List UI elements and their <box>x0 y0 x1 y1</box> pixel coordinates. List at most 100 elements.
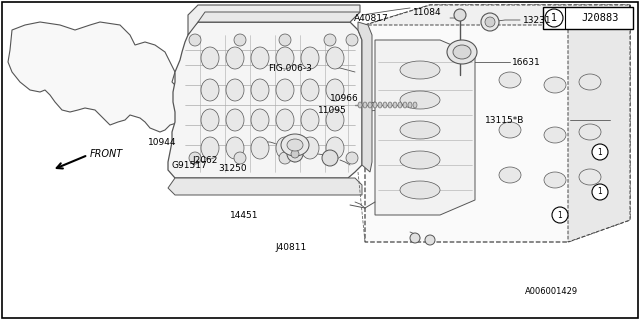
Ellipse shape <box>201 137 219 159</box>
Ellipse shape <box>281 134 309 156</box>
Ellipse shape <box>393 102 397 108</box>
Text: 10944: 10944 <box>148 138 177 147</box>
Ellipse shape <box>251 109 269 131</box>
Ellipse shape <box>358 102 362 108</box>
Bar <box>543 7 633 29</box>
Text: A006001429: A006001429 <box>525 287 578 297</box>
Text: 31250: 31250 <box>218 164 246 172</box>
Ellipse shape <box>301 47 319 69</box>
Circle shape <box>485 17 495 27</box>
Circle shape <box>234 152 246 164</box>
Ellipse shape <box>276 79 294 101</box>
Ellipse shape <box>383 102 387 108</box>
Ellipse shape <box>326 47 344 69</box>
Polygon shape <box>8 22 190 132</box>
Ellipse shape <box>499 167 521 183</box>
Ellipse shape <box>287 139 303 151</box>
Ellipse shape <box>276 47 294 69</box>
Ellipse shape <box>251 79 269 101</box>
Polygon shape <box>198 12 360 22</box>
Ellipse shape <box>226 109 244 131</box>
Ellipse shape <box>453 45 471 59</box>
Ellipse shape <box>400 151 440 169</box>
Text: FIG.006-3: FIG.006-3 <box>268 63 312 73</box>
Ellipse shape <box>201 109 219 131</box>
Circle shape <box>481 13 499 31</box>
Text: 16631: 16631 <box>512 58 541 67</box>
Text: J2062: J2062 <box>192 156 218 164</box>
Text: A40817: A40817 <box>354 13 388 22</box>
Ellipse shape <box>579 124 601 140</box>
Ellipse shape <box>201 79 219 101</box>
Ellipse shape <box>326 79 344 101</box>
Ellipse shape <box>499 72 521 88</box>
Ellipse shape <box>251 137 269 159</box>
Text: G91517: G91517 <box>171 161 207 170</box>
Ellipse shape <box>398 102 402 108</box>
Ellipse shape <box>403 102 407 108</box>
Ellipse shape <box>226 137 244 159</box>
Ellipse shape <box>301 137 319 159</box>
Ellipse shape <box>499 122 521 138</box>
Ellipse shape <box>579 74 601 90</box>
Polygon shape <box>168 178 362 195</box>
Ellipse shape <box>544 77 566 93</box>
Ellipse shape <box>544 127 566 143</box>
Text: J40811: J40811 <box>275 244 307 252</box>
Ellipse shape <box>413 102 417 108</box>
Polygon shape <box>375 40 475 215</box>
Circle shape <box>279 152 291 164</box>
Circle shape <box>592 184 608 200</box>
Text: 13115*B: 13115*B <box>485 116 524 124</box>
Ellipse shape <box>388 102 392 108</box>
Ellipse shape <box>400 91 440 109</box>
Circle shape <box>545 9 563 27</box>
Circle shape <box>592 144 608 160</box>
Polygon shape <box>365 5 630 25</box>
Text: 14451: 14451 <box>230 211 259 220</box>
Ellipse shape <box>201 47 219 69</box>
Circle shape <box>425 235 435 245</box>
Ellipse shape <box>408 102 412 108</box>
Circle shape <box>552 207 568 223</box>
Ellipse shape <box>368 102 372 108</box>
Circle shape <box>234 34 246 46</box>
Polygon shape <box>358 22 372 172</box>
Circle shape <box>346 152 358 164</box>
Ellipse shape <box>447 40 477 64</box>
Text: J20883: J20883 <box>581 13 619 23</box>
Circle shape <box>454 9 466 21</box>
Ellipse shape <box>544 172 566 188</box>
Circle shape <box>322 150 338 166</box>
Polygon shape <box>365 5 630 242</box>
Ellipse shape <box>276 137 294 159</box>
Ellipse shape <box>378 102 382 108</box>
Ellipse shape <box>251 47 269 69</box>
Text: 1: 1 <box>598 188 602 196</box>
Polygon shape <box>568 5 630 242</box>
Circle shape <box>324 34 336 46</box>
Polygon shape <box>188 5 360 35</box>
Circle shape <box>291 150 299 158</box>
Circle shape <box>189 34 201 46</box>
Text: 10966: 10966 <box>330 93 359 102</box>
Ellipse shape <box>326 137 344 159</box>
Ellipse shape <box>373 102 377 108</box>
Text: 1: 1 <box>551 13 557 23</box>
Circle shape <box>324 152 336 164</box>
Ellipse shape <box>363 102 367 108</box>
Text: 1: 1 <box>557 211 563 220</box>
Ellipse shape <box>301 79 319 101</box>
Text: 11084: 11084 <box>413 7 442 17</box>
Circle shape <box>346 34 358 46</box>
Circle shape <box>287 146 303 162</box>
Ellipse shape <box>400 61 440 79</box>
Ellipse shape <box>400 121 440 139</box>
Text: 1: 1 <box>598 148 602 156</box>
Polygon shape <box>168 22 362 178</box>
Circle shape <box>279 34 291 46</box>
Ellipse shape <box>579 169 601 185</box>
Ellipse shape <box>301 109 319 131</box>
Text: 13231: 13231 <box>523 15 552 25</box>
Text: FRONT: FRONT <box>90 149 124 159</box>
